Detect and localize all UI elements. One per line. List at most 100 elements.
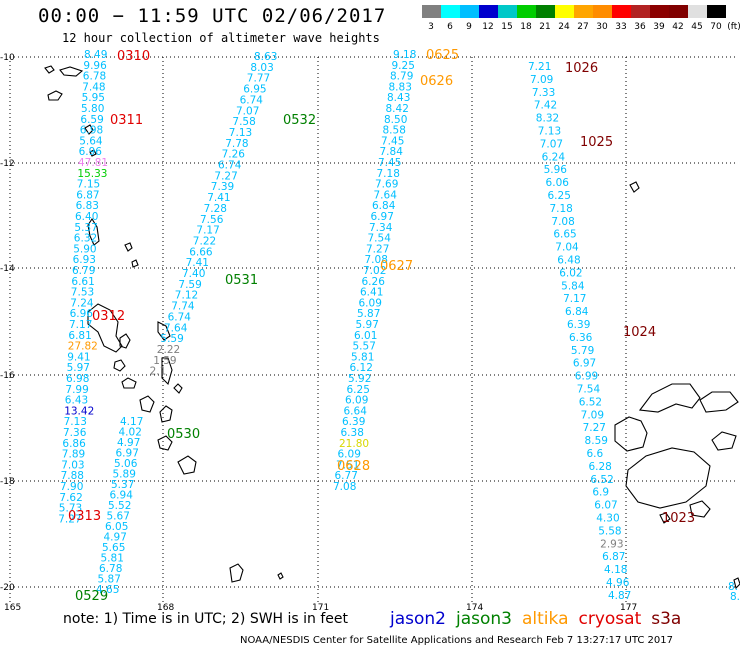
swh-value: 7.21 [528, 61, 551, 73]
lat-tick-label: -12 [0, 159, 15, 169]
lat-tick-label: -10 [0, 53, 15, 63]
swh-value: 7.53 [71, 287, 94, 299]
swh-value: 6.87 [76, 189, 99, 201]
map-subtitle: 12 hour collection of altimeter wave hei… [62, 31, 380, 45]
legend-item-jason3: jason3 [456, 609, 512, 629]
swh-value: 6.06 [546, 177, 570, 189]
pass-time-label: 0312 [92, 309, 125, 324]
swh-value: 7.17 [563, 293, 586, 305]
swh-value: 5.81 [101, 553, 124, 565]
swh-value: 5.92 [348, 373, 371, 385]
swh-value: 9.41 [67, 351, 90, 363]
swh-value: 9.96 [83, 60, 107, 72]
swh-value: 47.81 [78, 157, 108, 169]
pass-time-label: 0530 [167, 427, 200, 442]
swh-value: 6.9 [592, 487, 609, 499]
swh-value: 6.61 [71, 276, 94, 288]
swh-value: 7.33 [532, 87, 555, 99]
satellite-tracks: 8.499.966.787.485.955.806.596.985.646.96… [58, 48, 740, 604]
swh-value: 7.69 [375, 179, 398, 191]
lat-tick-label: -14 [0, 264, 15, 274]
swh-value: 7.51 [336, 459, 359, 471]
swh-value: 8.49 [84, 49, 107, 61]
scale-swatch [460, 5, 479, 18]
swh-value: 6.32 [74, 233, 97, 245]
swh-value: 5.65 [102, 542, 125, 554]
swh-value: 4.65 [96, 584, 119, 596]
scale-swatch [574, 5, 593, 18]
swh-value: 6.78 [83, 71, 106, 83]
swh-value: 8.58 [383, 125, 406, 137]
swh-value: 7.03 [61, 459, 84, 471]
swh-value: 7.36 [63, 427, 87, 439]
swh-value: 5.58 [598, 525, 621, 537]
swh-value: 5.80 [81, 103, 104, 115]
scale-tick-label: 18 [520, 22, 532, 32]
swh-value: 6.96 [70, 308, 94, 320]
swh-value: 7.08 [333, 481, 356, 493]
swh-value: 6.81 [68, 330, 91, 342]
scale-tick-label: 30 [596, 22, 608, 32]
swh-value: 6.09 [345, 395, 368, 407]
swh-value: 7.17 [69, 319, 92, 331]
credit-line: NOAA/NESDIS Center for Satellite Applica… [240, 635, 673, 646]
swh-value: 7.58 [232, 116, 255, 128]
swh-value: 5.84 [561, 280, 585, 292]
swh-value: 8.59 [585, 435, 608, 447]
scale-swatch [517, 5, 536, 18]
coastlines [44, 65, 740, 590]
swh-value: 5.95 [82, 92, 105, 104]
swh-value: 6.05 [105, 521, 128, 533]
scale-tick-label: 3 [428, 22, 434, 32]
swh-value: 7.54 [577, 384, 601, 396]
scale-swatch [593, 5, 612, 18]
swh-value: 4.87 [608, 590, 631, 602]
swh-value: 7.22 [193, 235, 216, 247]
swh-value: 6.74 [240, 94, 264, 106]
swh-value: 6.36 [569, 332, 593, 344]
swh-value: 7.24 [70, 297, 94, 309]
swh-value: 7.64 [374, 189, 398, 201]
pass-time-label: 0625 [426, 48, 459, 63]
swh-value: 6.77 [335, 470, 358, 482]
satellite-legend: jason2 jason3 altika cryosat s3a [390, 609, 691, 629]
swh-value: 8. [730, 591, 740, 603]
swh-value: 7.34 [369, 222, 393, 234]
swh-value: 7.08 [551, 216, 574, 228]
swh-value: 6.66 [189, 246, 213, 258]
legend-item-jason2: jason2 [390, 609, 446, 629]
pass-time-label: 0529 [75, 589, 108, 604]
scale-swatch [688, 5, 707, 18]
swh-value: 4.97 [117, 437, 140, 449]
pass-time-label: 0311 [110, 113, 143, 128]
swh-value: 6.94 [110, 490, 134, 502]
swh-value: 7.54 [368, 233, 392, 245]
swh-value: 6.02 [559, 267, 582, 279]
scale-swatch [555, 5, 574, 18]
swh-value: 6.28 [588, 461, 611, 473]
swh-value: 7.12 [175, 290, 198, 302]
scale-tick-label: 9 [466, 22, 472, 32]
swh-value: 7.64 [164, 322, 188, 334]
swh-value: 4.97 [104, 532, 127, 544]
swh-value: 6.40 [75, 211, 98, 223]
pass-time-label: 0313 [68, 509, 101, 524]
swh-value: 5.52 [108, 500, 131, 512]
scale-tick-label: 42 [672, 22, 684, 32]
swh-value: 27.82 [68, 341, 98, 353]
scale-tick-label: 36 [634, 22, 646, 32]
pass-time-label: 0310 [117, 49, 150, 64]
swh-value: 5.97 [67, 362, 90, 374]
swh-value: 8.63 [254, 51, 277, 63]
swh-value: 15.33 [77, 168, 107, 180]
swh-value: 7.27 [214, 170, 237, 182]
scale-tick-label: 33 [615, 22, 627, 32]
swh-value: 5.81 [351, 351, 374, 363]
pass-time-label: 0531 [225, 273, 258, 288]
pass-time-label: 1024 [623, 325, 656, 340]
swh-value: 7.41 [186, 257, 209, 269]
lat-tick-label: -16 [0, 371, 15, 381]
swh-value: 6.24 [542, 151, 566, 163]
swh-value: 5.67 [107, 511, 130, 523]
